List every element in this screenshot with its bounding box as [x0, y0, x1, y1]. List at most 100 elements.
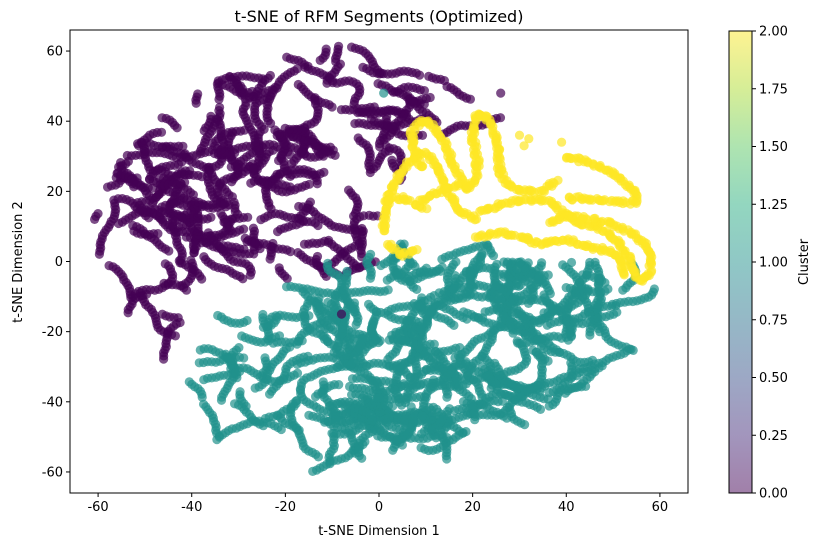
scatter-point-cluster-1	[484, 371, 494, 381]
scatter-point-cluster-2	[553, 175, 563, 185]
scatter-point-cluster-0	[249, 163, 259, 173]
y-tick-label: 40	[46, 115, 63, 130]
scatter-point-cluster-0	[293, 248, 303, 258]
scatter-point-cluster-1	[265, 389, 275, 399]
scatter-point-cluster-2	[619, 270, 629, 280]
scatter-point-cluster-0	[175, 258, 185, 268]
scatter-point-cluster-1	[371, 307, 381, 317]
scatter-point-cluster-1	[437, 414, 447, 424]
scatter-point-cluster-1	[311, 392, 321, 402]
y-tick-label: 0	[55, 255, 63, 270]
scatter-point-cluster-1	[595, 327, 605, 337]
x-tick-label: -60	[87, 500, 108, 515]
chart-title: t-SNE of RFM Segments (Optimized)	[235, 7, 524, 26]
scatter-point-cluster-1	[502, 413, 512, 423]
scatter-point-cluster-1	[282, 282, 292, 292]
scatter-point-cluster-0	[157, 202, 167, 212]
scatter-point-cluster-1	[534, 271, 544, 281]
scatter-point-cluster-0	[381, 141, 391, 151]
scatter-point-cluster-0	[219, 199, 230, 209]
scatter-point-cluster-1	[366, 249, 376, 259]
scatter-point-cluster-0	[496, 88, 506, 98]
x-axis-ticks: -60 -40 -20 0 20 40 60	[87, 493, 668, 515]
scatter-point-cluster-1	[566, 257, 577, 268]
scatter-point-cluster-0	[408, 96, 418, 106]
scatter-point-cluster-1	[445, 404, 455, 414]
scatter-point-cluster-1	[590, 257, 600, 267]
scatter-point-cluster-1	[342, 266, 352, 276]
scatter-point-cluster-1	[434, 288, 444, 298]
scatter-point-cluster-1	[451, 257, 461, 267]
y-tick-label: -60	[42, 465, 63, 480]
scatter-point-cluster-1	[235, 366, 245, 377]
x-tick-label: 20	[464, 500, 481, 515]
scatter-point-cluster-0	[327, 102, 337, 112]
colorbar-tick-label: 0.75	[759, 313, 788, 328]
scatter-point-cluster-0	[285, 247, 296, 257]
scatter-point-cluster-0	[199, 252, 209, 262]
scatter-point-cluster-1	[554, 347, 565, 357]
scatter-point-cluster-0	[177, 280, 187, 291]
scatter-point-cluster-1	[346, 360, 356, 370]
scatter-point-cluster-1	[450, 353, 460, 363]
scatter-point-cluster-0	[195, 146, 205, 156]
scatter-point-cluster-1	[442, 392, 452, 402]
scatter-point-cluster-1	[374, 393, 384, 403]
scatter-point-cluster-0	[103, 182, 113, 192]
scatter-point-cluster-1	[297, 336, 307, 346]
scatter-point-cluster-0	[293, 213, 303, 223]
scatter-point-cluster-0	[324, 235, 334, 245]
colorbar: 0.000.250.500.751.001.251.501.752.00 Clu…	[728, 25, 812, 502]
scatter-point-cluster-2	[470, 215, 480, 225]
scatter-point-cluster-0	[358, 226, 368, 236]
scatter-point-cluster-1	[417, 411, 427, 421]
scatter-point-cluster-0	[349, 211, 359, 221]
scatter-point-cluster-1	[184, 377, 194, 387]
scatter-point-cluster-0	[439, 76, 449, 86]
scatter-point-cluster-1	[416, 324, 426, 334]
scatter-point-cluster-0	[319, 167, 329, 177]
scatter-point-cluster-0	[258, 74, 268, 84]
scatter-point-cluster-2	[545, 217, 555, 228]
scatter-point-cluster-0	[334, 41, 344, 51]
x-tick-label: -40	[181, 500, 202, 515]
scatter-point-cluster-0	[170, 331, 180, 341]
scatter-point-cluster-1	[298, 287, 308, 297]
scatter-point-cluster-1	[305, 296, 315, 306]
colorbar-tick-label: 1.75	[759, 82, 788, 97]
scatter-point-cluster-0	[229, 197, 239, 207]
scatter-point-cluster-0	[210, 141, 220, 151]
scatter-point-cluster-0	[417, 130, 428, 140]
scatter-point-cluster-0	[250, 95, 260, 105]
scatter-point-cluster-1	[313, 452, 323, 462]
scatter-point-cluster-0	[465, 94, 475, 104]
scatter-point-cluster-1	[323, 258, 333, 268]
scatter-point-cluster-0	[388, 87, 399, 97]
scatter-point-cluster-1	[571, 371, 582, 381]
scatter-point-cluster-1	[213, 310, 223, 321]
y-tick-label: 60	[46, 45, 63, 60]
y-axis-label: t-SNE Dimension 2	[11, 201, 26, 323]
scatter-point-cluster-0	[256, 215, 266, 225]
scatter-point-cluster-1	[470, 415, 480, 425]
scatter-point-cluster-0	[495, 113, 506, 123]
colorbar-ticks: 0.000.250.500.751.001.251.501.752.00	[752, 25, 788, 502]
y-tick-label: 20	[46, 185, 63, 200]
colorbar-tick-label: 0.25	[759, 429, 788, 444]
scatter-point-cluster-1	[585, 330, 595, 340]
scatter-point-cluster-2	[412, 245, 422, 255]
scatter-point-cluster-1	[520, 420, 530, 430]
scatter-point-cluster-0	[249, 245, 259, 255]
colorbar-label: Cluster	[797, 238, 812, 285]
scatter-point-cluster-0	[156, 127, 167, 137]
scatter-point-cluster-1	[603, 284, 613, 294]
scatter-point-cluster-0	[144, 213, 154, 223]
scatter-point-cluster-1	[442, 454, 452, 464]
scatter-point-cluster-1	[558, 260, 568, 270]
scatter-point-cluster-0	[191, 98, 201, 108]
scatter-point-cluster-1	[508, 328, 518, 338]
scatter-point-cluster-0	[133, 198, 143, 208]
scatter-point-cluster-0	[282, 274, 292, 284]
scatter-point-cluster-0	[347, 42, 357, 52]
